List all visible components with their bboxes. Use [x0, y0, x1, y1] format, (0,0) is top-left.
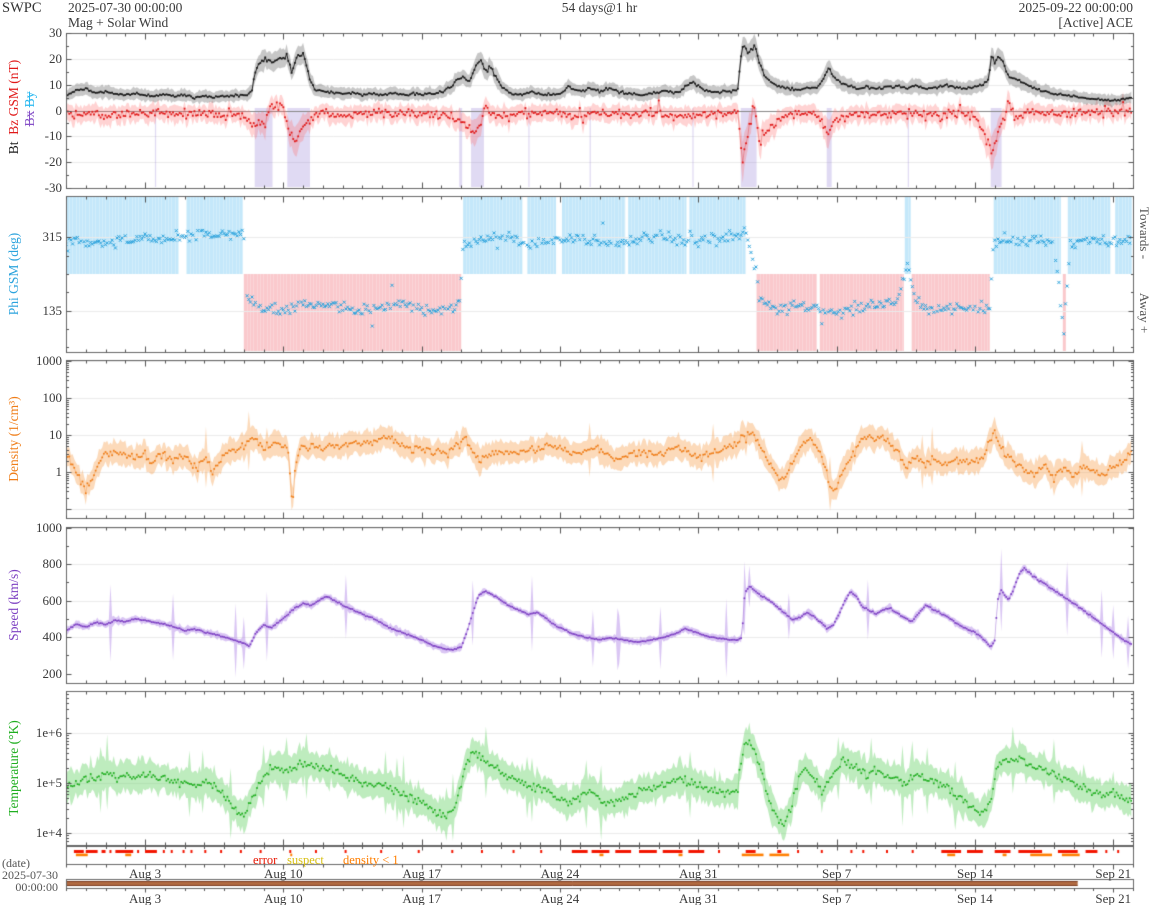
date-corner-label: (date)	[2, 856, 30, 870]
y-tick-label-speed: 600	[42, 592, 63, 608]
y-tick-label-density: 1	[55, 464, 63, 479]
date-tick-label-secondary: Aug 3	[128, 891, 162, 905]
y-tick-label-temperature: 1e+5	[35, 775, 62, 790]
date-tick-label-secondary: Sep 21	[1095, 891, 1132, 905]
y-tick-label-mag: -30	[44, 180, 62, 195]
date-tick-label-secondary: Sep 14	[957, 891, 993, 905]
y-tick-label-density: 10	[49, 427, 62, 442]
y-tick-label-mag: 20	[49, 50, 62, 66]
date-tick-label: Aug 31	[678, 866, 718, 881]
swpc-logo: SWPC	[2, 0, 42, 16]
date-tick-label-secondary: Aug 24	[540, 891, 580, 905]
date-tick-label-secondary: Aug 31	[678, 891, 718, 905]
y-tick-label-speed: 200	[42, 665, 63, 681]
towards-label: Towards -	[1137, 206, 1152, 260]
y-tick-label-temperature: 1e+6	[35, 725, 62, 740]
date-tick-label: Aug 24	[540, 866, 580, 881]
y-tick-label-speed: 1000	[36, 519, 62, 535]
date-corner-time: 00:00:00	[15, 880, 58, 894]
y-tick-label-density: 100	[42, 390, 63, 405]
y-tick-label-mag: 30	[49, 25, 62, 40]
y-tick-label-temperature: 1e+4	[35, 825, 62, 840]
date-tick-label: Sep 14	[957, 866, 993, 881]
date-tick-label: Aug 10	[264, 866, 303, 881]
plot-title: Mag + Solar Wind	[68, 15, 169, 30]
bt-label: Bt	[6, 141, 21, 155]
date-tick-label-secondary: Aug 17	[402, 891, 441, 905]
date-corner-date: 2025-07-30	[2, 868, 58, 882]
y-tick-label-speed: 800	[42, 556, 63, 571]
y-tick-label-density: 1000	[36, 353, 62, 368]
bz-label: Bz GSM (nT)	[6, 59, 21, 135]
start-datetime: 2025-07-30 00:00:00	[68, 0, 183, 15]
date-tick-label: Aug 17	[402, 866, 441, 881]
away-label: Away +	[1137, 292, 1152, 334]
y-tick-label-mag: -10	[44, 128, 62, 144]
date-tick-label-secondary: Sep 7	[821, 891, 852, 905]
suspect-legend-label: suspect	[287, 853, 324, 867]
density-lt-1-legend-label: density < 1	[343, 853, 399, 867]
y-tick-label-mag: -20	[44, 154, 62, 170]
y-tick-label-mag: 10	[49, 76, 62, 92]
date-tick-label: Aug 3	[128, 866, 162, 881]
source-status: [Active] ACE	[1058, 15, 1133, 30]
y-tick-label-mag: 0	[55, 102, 63, 118]
duration-label: 54 days@1 hr	[561, 0, 638, 15]
y-tick-label-speed: 400	[42, 629, 63, 644]
date-tick-label: Sep 7	[821, 866, 852, 881]
y-tick-label-phi: 315	[42, 229, 63, 245]
y-tick-label-phi: 135	[42, 302, 63, 318]
end-datetime: 2025-09-22 00:00:00	[1018, 0, 1133, 15]
date-tick-label: Sep 21	[1095, 866, 1132, 881]
date-tick-label-secondary: Aug 10	[264, 891, 303, 905]
error-legend-label: error	[253, 853, 278, 867]
